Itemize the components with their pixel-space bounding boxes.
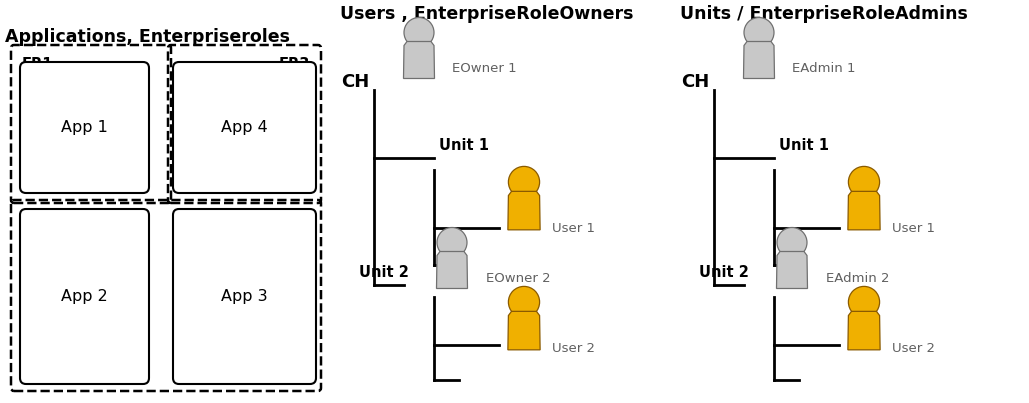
FancyBboxPatch shape [20, 62, 149, 193]
Text: Unit 2: Unit 2 [359, 265, 409, 280]
Text: ER2: ER2 [22, 365, 54, 380]
Circle shape [508, 166, 539, 197]
Text: Applications, Enterpriseroles: Applications, Enterpriseroles [5, 28, 290, 46]
Text: ER1: ER1 [22, 57, 54, 72]
Text: CH: CH [681, 73, 709, 91]
Circle shape [777, 228, 807, 258]
Text: ER3: ER3 [279, 57, 310, 72]
Text: User 1: User 1 [552, 222, 595, 235]
FancyBboxPatch shape [173, 209, 316, 384]
Text: EAdmin 1: EAdmin 1 [792, 62, 855, 75]
Circle shape [744, 17, 774, 48]
Text: App 4: App 4 [221, 120, 268, 135]
Text: User 1: User 1 [892, 222, 935, 235]
Polygon shape [848, 312, 880, 350]
Text: CH: CH [341, 73, 369, 91]
Text: App 2: App 2 [61, 289, 108, 304]
Text: EOwner 2: EOwner 2 [486, 272, 551, 285]
FancyBboxPatch shape [173, 62, 316, 193]
Polygon shape [848, 191, 880, 230]
Text: Unit 1: Unit 1 [439, 138, 489, 153]
Circle shape [404, 17, 434, 48]
Polygon shape [777, 251, 808, 289]
Circle shape [437, 228, 467, 258]
Text: Unit 1: Unit 1 [779, 138, 829, 153]
Text: App 1: App 1 [61, 120, 108, 135]
Polygon shape [508, 191, 540, 230]
Polygon shape [508, 312, 540, 350]
Text: App 3: App 3 [221, 289, 268, 304]
Polygon shape [403, 42, 434, 79]
Text: Unit 2: Unit 2 [699, 265, 749, 280]
Circle shape [508, 287, 539, 318]
Text: EOwner 1: EOwner 1 [452, 62, 517, 75]
Text: User 2: User 2 [892, 341, 935, 355]
Text: Users , EnterpriseRoleOwners: Users , EnterpriseRoleOwners [340, 5, 634, 23]
Circle shape [848, 287, 880, 318]
Circle shape [848, 166, 880, 197]
Text: Units / EnterpriseRoleAdmins: Units / EnterpriseRoleAdmins [680, 5, 968, 23]
Polygon shape [436, 251, 467, 289]
Text: EAdmin 2: EAdmin 2 [826, 272, 889, 285]
FancyBboxPatch shape [20, 209, 149, 384]
Text: User 2: User 2 [552, 341, 595, 355]
Polygon shape [744, 42, 775, 79]
